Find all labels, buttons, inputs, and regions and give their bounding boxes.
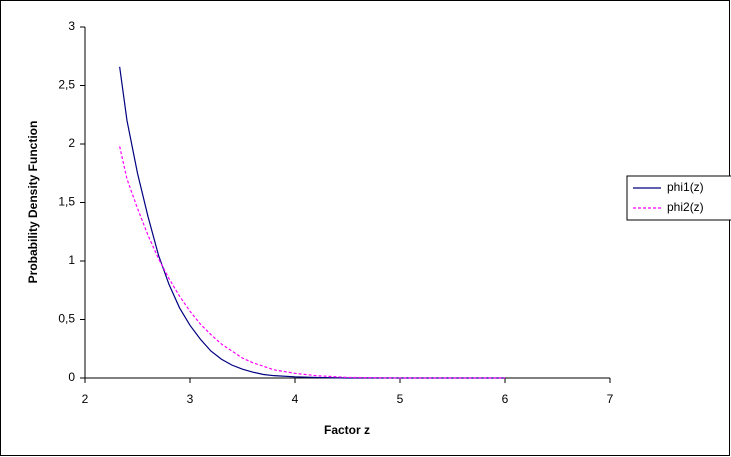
legend-label: phi2(z) (667, 200, 704, 214)
x-tick-label: 5 (397, 392, 404, 406)
y-tick-label: 2,5 (58, 78, 75, 92)
legend-label: phi1(z) (667, 180, 704, 194)
x-tick-label: 3 (187, 392, 194, 406)
y-tick-label: 2 (68, 136, 75, 150)
x-tick-label: 4 (292, 392, 299, 406)
y-axis-label: Probability Density Function (26, 121, 40, 284)
y-tick-label: 3 (68, 19, 75, 33)
y-tick-label: 0 (68, 370, 75, 384)
legend-box (626, 175, 731, 221)
y-tick-label: 1 (68, 253, 75, 267)
x-axis-label: Factor z (324, 423, 370, 437)
series-line (119, 146, 505, 379)
series-line (119, 66, 505, 379)
x-tick-label: 7 (607, 392, 614, 406)
y-tick-label: 1,5 (58, 195, 75, 209)
x-tick-label: 2 (82, 392, 89, 406)
x-tick-label: 6 (502, 392, 509, 406)
y-tick-label: 0,5 (58, 312, 75, 326)
